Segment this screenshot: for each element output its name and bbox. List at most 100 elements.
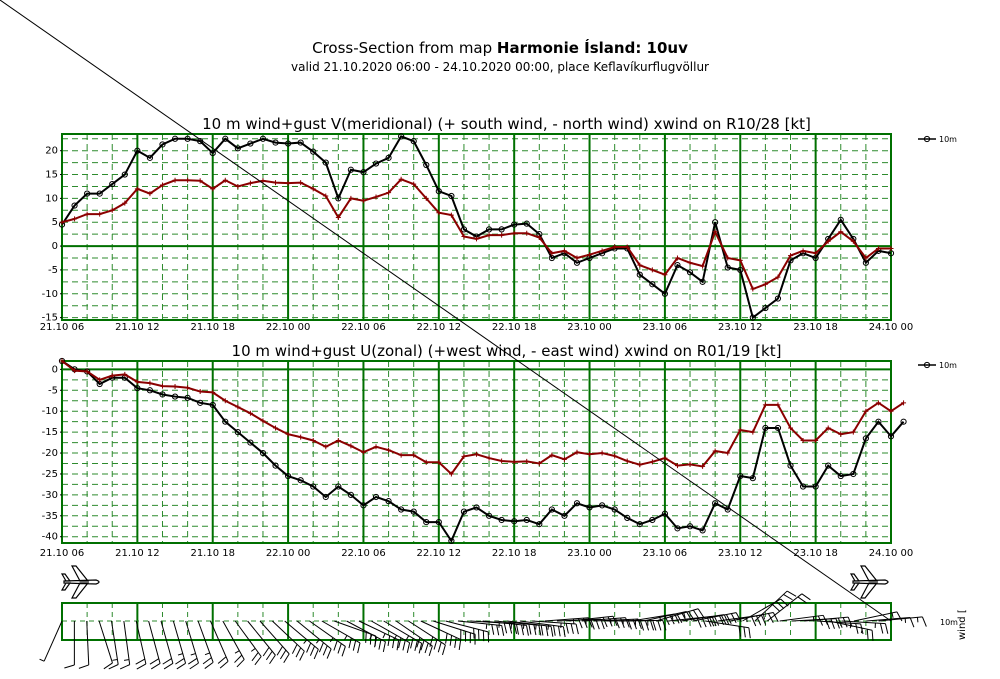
barb-feather [607, 616, 613, 627]
barb-staff [816, 620, 861, 625]
chart-panel-1: 10 m wind+gust V(meridional) (+ south wi… [40, 115, 957, 333]
gust-point [511, 230, 517, 236]
barb-feather [730, 613, 737, 624]
wind-barb [754, 590, 797, 622]
barb-feather [410, 638, 414, 649]
barb-feather [418, 643, 423, 654]
wind-point [335, 483, 342, 490]
barb-feather [150, 663, 161, 670]
gust-point [147, 380, 153, 386]
barb-feather [163, 662, 174, 670]
gust-point [649, 267, 655, 273]
gust-point [97, 377, 103, 383]
wind-point [310, 483, 317, 490]
wind-point [900, 418, 907, 425]
barb-feather [751, 616, 757, 627]
gust-point [172, 177, 178, 183]
gust-point [536, 461, 542, 467]
x-tick-label: 22.10 00 [266, 548, 311, 559]
wind-point [347, 166, 354, 173]
barb-feather [333, 640, 338, 651]
barb-feather [433, 639, 438, 650]
gust-point [84, 368, 90, 374]
wind-point [825, 462, 832, 469]
barb-feather [369, 634, 372, 645]
wind-point [448, 537, 455, 545]
wind-barb [371, 620, 411, 653]
barb-feather [306, 642, 312, 653]
gust-point [687, 260, 693, 266]
y-tick-label: 0 [52, 241, 58, 252]
barb-feather [662, 620, 667, 631]
barb-feather [711, 616, 717, 627]
barb-feather [449, 635, 453, 646]
wind-series-line [61, 135, 892, 320]
barb-feather [378, 639, 382, 650]
barb-staff [358, 620, 399, 641]
barb-feather [835, 618, 840, 629]
barb-staff [0, 0, 892, 622]
wind-point [661, 510, 669, 517]
wind-point [649, 281, 656, 288]
wind-point [837, 216, 844, 223]
wind-point [71, 202, 78, 209]
gust-point [649, 459, 655, 465]
barb-feather [575, 623, 579, 635]
wind-barb [408, 620, 446, 656]
wind-point [548, 506, 555, 513]
barb-feather [136, 663, 147, 670]
y-tick-label: -5 [48, 265, 58, 276]
subtitle: valid 21.10.2020 06:00 - 24.10.2020 00:0… [290, 60, 709, 74]
gust-point [423, 459, 429, 465]
barb-staff [185, 620, 199, 664]
wind-point [134, 385, 141, 392]
barb-staff [680, 614, 725, 622]
wind-point [586, 504, 593, 511]
wind-point [511, 221, 518, 228]
gust-point [348, 443, 354, 449]
barb-feather [265, 650, 273, 661]
barb-feather [562, 626, 566, 638]
wind-point [649, 516, 656, 524]
barb-feather [458, 639, 462, 650]
barb-feather [503, 622, 508, 634]
y-tick-label: -20 [42, 448, 58, 459]
wind-barb [98, 620, 113, 670]
wind-barb [445, 620, 490, 643]
gust-point [587, 252, 593, 258]
wind-point [460, 226, 468, 233]
legend-label: 10m [939, 361, 957, 370]
barb-feather [445, 633, 448, 644]
gust-point [398, 452, 404, 458]
barb-staff [804, 616, 849, 622]
barb-feather [365, 632, 367, 643]
plot-frame [61, 360, 892, 544]
barb-feather [254, 656, 262, 666]
barb-feather [402, 640, 406, 651]
barb-staff [197, 620, 214, 663]
barb-feather [149, 658, 160, 665]
barb-half-feather [393, 635, 397, 640]
gust-point [775, 402, 781, 408]
gust-point [800, 437, 806, 443]
wind-point [737, 472, 744, 480]
wind-barb [185, 620, 199, 670]
gust-point [561, 248, 567, 254]
wind-point [335, 195, 342, 202]
gust-point [813, 437, 819, 443]
y-tick-label: -40 [42, 532, 58, 543]
wind-barb [272, 620, 305, 661]
gust-point [788, 253, 794, 259]
wind-point [84, 190, 91, 197]
barb-feather [309, 645, 315, 656]
wind-point [247, 439, 254, 446]
wind-point [724, 264, 731, 271]
barb-feather [318, 642, 324, 653]
gust-point [712, 229, 718, 235]
barb-half-feather [123, 659, 130, 661]
wind-point [712, 500, 719, 507]
gust-point [825, 238, 831, 244]
barb-feather [420, 640, 425, 651]
gust-point [486, 455, 492, 461]
barb-feather [416, 637, 421, 648]
